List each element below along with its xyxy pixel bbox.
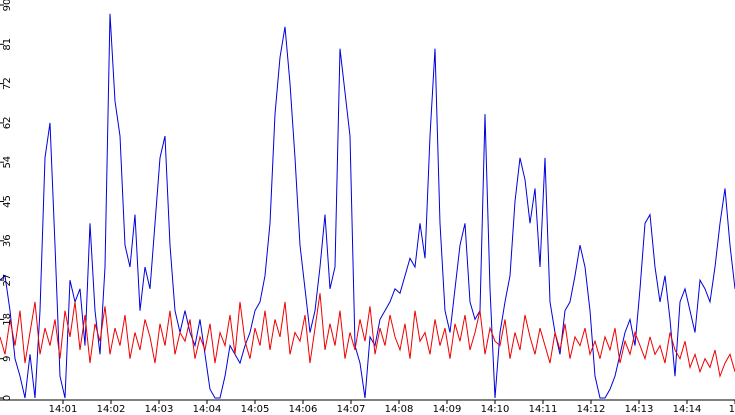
x-tick-label: 14:08: [385, 404, 414, 415]
x-tick-label: 14:01: [49, 404, 78, 415]
x-tick-label: 14: [729, 404, 735, 415]
x-tick-label: 14:06: [289, 404, 318, 415]
y-tick-label: 36: [2, 234, 13, 247]
y-tick-label: 45: [2, 195, 13, 208]
x-tick-label: 14:02: [97, 404, 126, 415]
x-tick-label: 14:05: [241, 404, 270, 415]
x-tick-label: 14:07: [337, 404, 366, 415]
x-tick-label: 14:13: [625, 404, 654, 415]
y-tick-label: 9: [2, 356, 13, 362]
y-tick-label: 54: [2, 156, 13, 169]
y-tick-label: 81: [2, 38, 13, 51]
x-tick-label: 14:12: [577, 404, 606, 415]
x-tick-label: 14:03: [145, 404, 174, 415]
y-tick-label: 62: [2, 117, 13, 130]
x-tick-label: 14:10: [481, 404, 510, 415]
x-tick-label: 14:09: [433, 404, 462, 415]
y-tick-label: 27: [2, 274, 13, 287]
series-line: [0, 13, 735, 399]
y-tick-label: 0: [2, 395, 13, 401]
x-tick-label: 14:14: [673, 404, 702, 415]
y-tick-label: 90: [2, 0, 13, 11]
series-line: [0, 293, 735, 378]
x-tick-label: 14:04: [193, 404, 222, 415]
y-tick-label: 18: [2, 313, 13, 326]
x-tick-label: 14:11: [529, 404, 558, 415]
y-tick-label: 72: [2, 77, 13, 90]
